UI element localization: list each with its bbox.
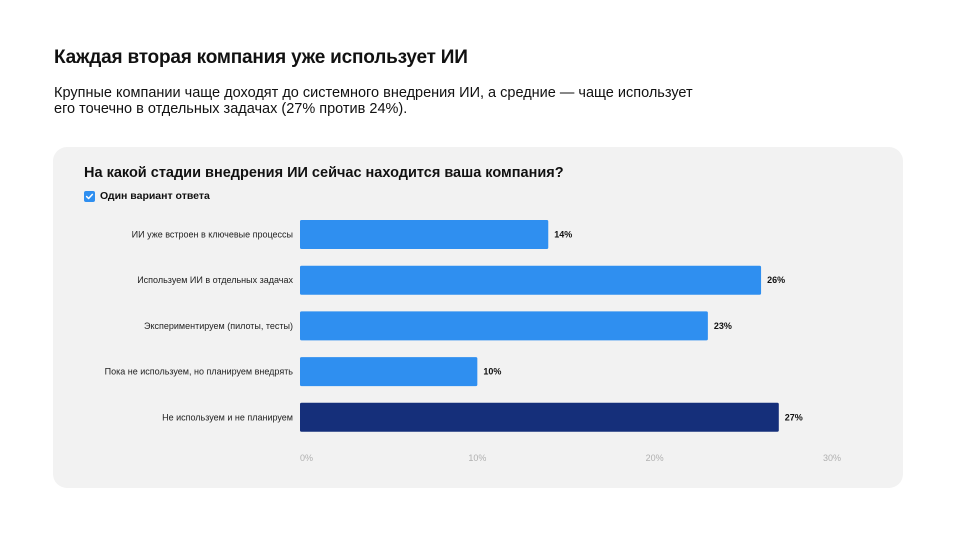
- category-label: ИИ уже встроен в ключевые процессы: [132, 230, 293, 240]
- value-label: 27%: [785, 412, 803, 422]
- bar: [300, 311, 708, 341]
- x-tick-label: 10%: [468, 453, 486, 463]
- value-label: 26%: [767, 275, 785, 285]
- answer-type-indicator: Один вариант ответа: [84, 189, 210, 203]
- category-label: Не используем и не планируем: [162, 412, 293, 422]
- bar: [300, 357, 478, 387]
- bar: [300, 265, 762, 295]
- category-label: Экспериментируем (пилоты, тесты): [144, 321, 293, 331]
- category-label: Пока не используем, но планируем внедрят…: [105, 367, 294, 377]
- x-tick-label: 0%: [300, 453, 313, 463]
- page-title: Каждая вторая компания уже использует ИИ: [54, 47, 468, 68]
- value-label: 10%: [483, 367, 501, 377]
- category-label: Используем ИИ в отдельных задачах: [137, 275, 293, 285]
- answer-type-label: Один вариант ответа: [100, 190, 210, 202]
- bar: [300, 402, 779, 432]
- bar: [300, 220, 549, 249]
- checkmark-icon: [84, 190, 95, 202]
- value-label: 23%: [714, 321, 732, 331]
- value-label: 14%: [554, 230, 572, 240]
- survey-question: На какой стадии внедрения ИИ сейчас нахо…: [84, 165, 564, 181]
- x-tick-label: 20%: [646, 453, 664, 463]
- page-subtitle: Крупные компании чаще доходят до системн…: [54, 85, 693, 117]
- x-tick-label: 30%: [823, 453, 841, 463]
